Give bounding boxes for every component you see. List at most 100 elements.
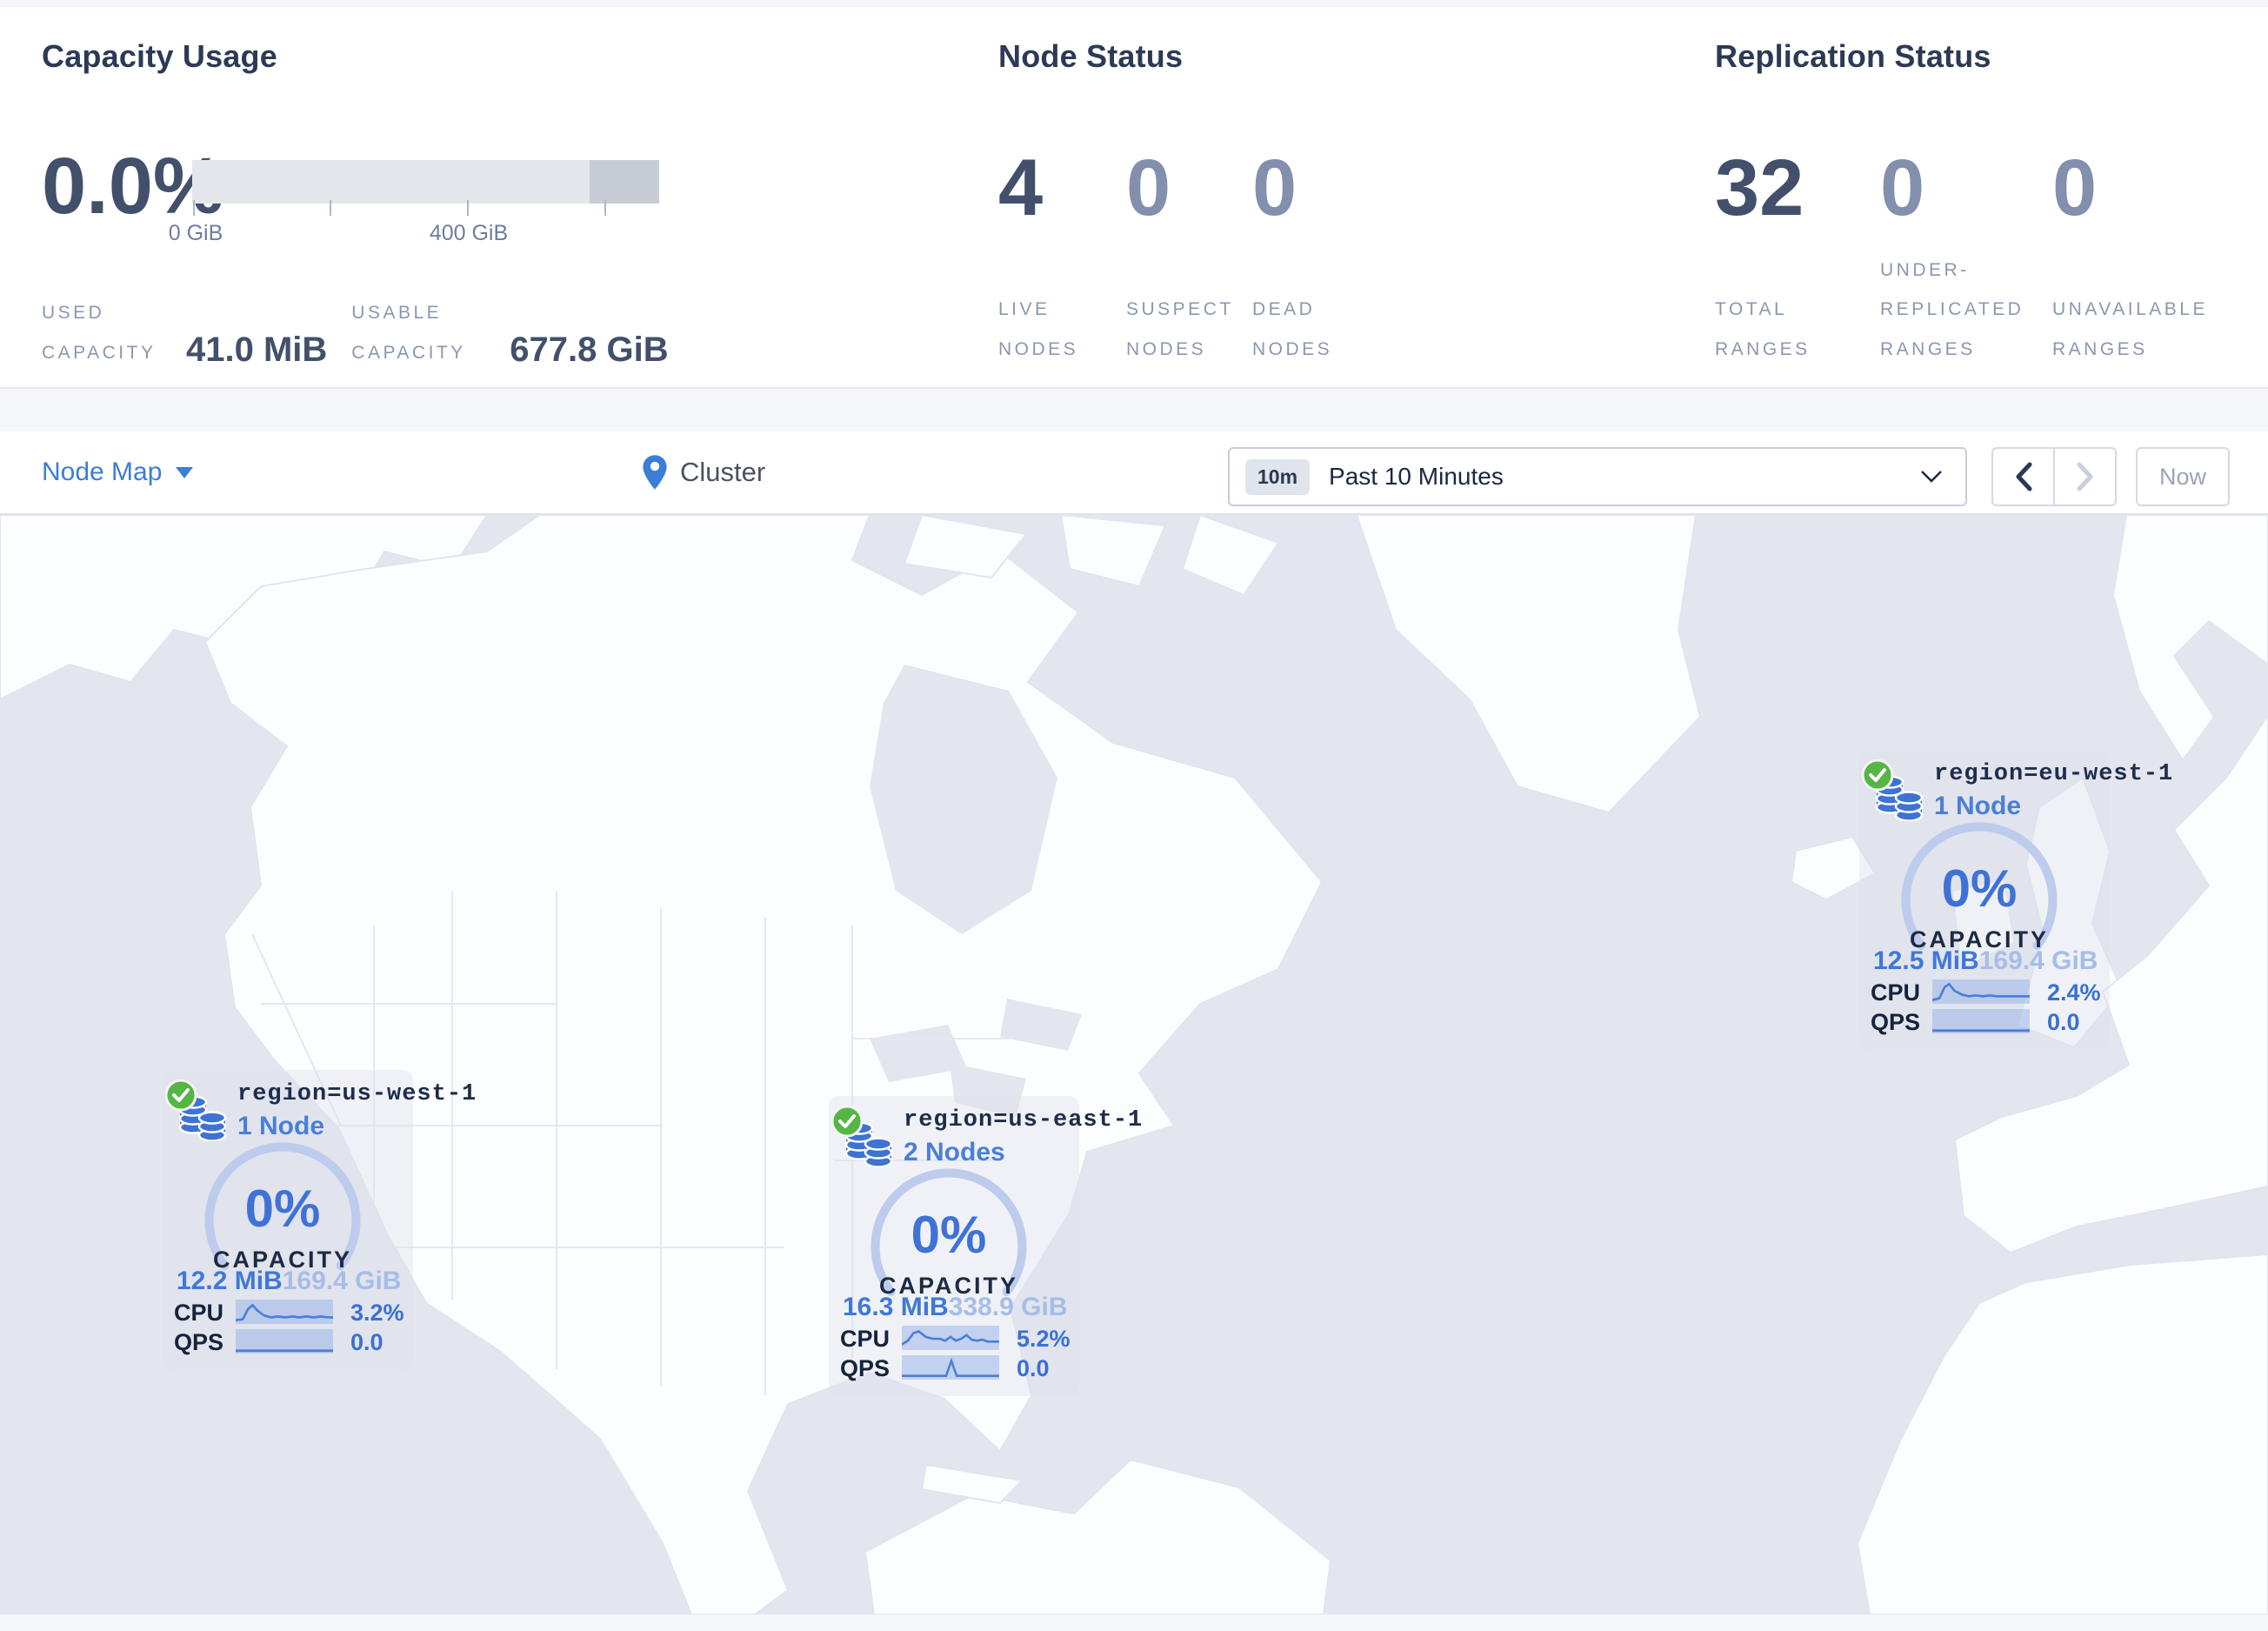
replication-status-title: Replication Status <box>1715 38 1991 74</box>
qps-label: QPS <box>1870 1009 1920 1035</box>
capacity-values-row: 12.2 MiB 169.4 GiB <box>177 1267 401 1296</box>
cpu-value: 2.4% <box>2047 979 2101 1006</box>
under-replicated-ranges-label: UNDER-REPLICATED RANGES <box>1880 259 2025 360</box>
qps-value: 0.0 <box>2047 1009 2080 1035</box>
healthy-check-icon <box>1861 759 1894 792</box>
time-range-badge: 10m <box>1245 458 1311 495</box>
used-capacity-label: USED CAPACITY <box>42 303 157 364</box>
gauge-caption: CAPACITY <box>1909 926 2049 953</box>
region-usable-capacity: 169.4 GiB <box>282 1267 402 1295</box>
time-next-button[interactable] <box>2055 449 2115 505</box>
axis-tick <box>330 200 331 216</box>
region-node-count: 1 Node <box>1934 792 2022 820</box>
used-capacity-value: 41.0 MiB <box>186 331 328 369</box>
region-name: region=eu-west-1 <box>1934 761 2174 787</box>
dead-nodes-label: DEAD NODES <box>1252 299 1333 360</box>
chevron-left-icon <box>2016 462 2031 491</box>
gauge-percent: 0% <box>1941 859 2018 918</box>
region-name: region=us-west-1 <box>237 1081 477 1107</box>
capacity-usage-bar <box>192 160 659 204</box>
dead-nodes-value: 0 <box>1252 144 1297 232</box>
capacity-detail-row: USED CAPACITY 41.0 MiB USABLE CAPACITY 6… <box>42 293 693 373</box>
gauge-arc <box>204 1142 361 1271</box>
gauge-percent: 0% <box>244 1180 321 1238</box>
suspect-nodes-label: SUSPECT NODES <box>1126 299 1234 360</box>
capacity-gauge: 0% CAPACITY <box>864 1168 1034 1325</box>
cpu-value: 5.2% <box>1017 1326 1071 1352</box>
cpu-sparkline <box>236 1300 333 1324</box>
cpu-value: 3.2% <box>350 1300 404 1326</box>
cpu-label: CPU <box>1870 979 1920 1006</box>
region-marker-us-east-1[interactable]: region=us-east-1 2 Nodes 0% CAPACITY 16.… <box>810 1094 1142 1396</box>
database-stack-icon <box>1875 775 1924 821</box>
time-range-select[interactable]: 10m Past 10 Minutes <box>1228 447 1967 506</box>
unavailable-ranges-value: 0 <box>2052 144 2098 232</box>
usable-capacity-value: 677.8 GiB <box>510 331 669 369</box>
live-nodes-value: 4 <box>998 144 1044 232</box>
region-usable-capacity: 338.9 GiB <box>948 1293 1068 1321</box>
healthy-check-icon <box>164 1079 197 1112</box>
qps-label: QPS <box>839 1355 890 1381</box>
under-replicated-ranges-value: 0 <box>1880 144 1925 232</box>
qps-sparkline <box>902 1355 999 1380</box>
qps-label: QPS <box>173 1329 223 1355</box>
region-node-count: 1 Node <box>237 1112 325 1140</box>
region-marker-eu-west-1[interactable]: region=eu-west-1 1 Node 0% CAPACITY 12.5… <box>1840 748 2172 1050</box>
page-footer-strip <box>0 1614 2268 1631</box>
axis-tick-label: 400 GiB <box>429 221 509 245</box>
map-toolbar: Node Map Cluster 10m Past 10 Minutes <box>0 431 2268 515</box>
gauge-percent: 0% <box>911 1206 987 1264</box>
capacity-gauge: 0% CAPACITY <box>1894 822 2065 979</box>
total-ranges-value: 32 <box>1715 144 1804 232</box>
region-node-count: 2 Nodes <box>904 1138 1005 1166</box>
axis-tick-label: 0 GiB <box>168 221 223 245</box>
qps-row: QPS 0.0 <box>143 1329 422 1355</box>
view-selector-label: Node Map <box>42 458 163 486</box>
qps-value: 0.0 <box>350 1329 384 1355</box>
breadcrumb[interactable]: Cluster <box>642 431 765 513</box>
capacity-usage-title: Capacity Usage <box>42 38 277 74</box>
time-prev-button[interactable] <box>1993 449 2055 505</box>
cluster-summary-bar: Capacity Usage 0.0% 0 GiB 400 GiB USED C… <box>0 7 2268 389</box>
gauge-arc <box>871 1168 1027 1297</box>
qps-sparkline <box>236 1329 333 1354</box>
qps-sparkline <box>1932 1009 2030 1033</box>
cpu-row: CPU 3.2% <box>143 1300 422 1326</box>
cpu-sparkline <box>1932 979 2030 1004</box>
gauge-arc <box>1901 822 2058 951</box>
live-nodes-label: LIVE NODES <box>998 299 1079 360</box>
axis-tick <box>467 200 469 216</box>
now-button[interactable]: Now <box>2136 447 2230 506</box>
total-ranges-label: TOTAL RANGES <box>1715 299 1811 360</box>
qps-row: QPS 0.0 <box>1840 1009 2118 1035</box>
region-name: region=us-east-1 <box>904 1107 1144 1133</box>
region-marker-us-west-1[interactable]: region=us-west-1 1 Node 0% CAPACITY 12.2… <box>143 1068 476 1370</box>
time-range-label: Past 10 Minutes <box>1329 463 1504 490</box>
location-pin-icon <box>643 455 667 490</box>
suspect-nodes-value: 0 <box>1126 144 1171 232</box>
region-usable-capacity: 169.4 GiB <box>1978 946 2098 975</box>
gauge-caption: CAPACITY <box>212 1247 352 1273</box>
breadcrumb-label: Cluster <box>680 457 766 487</box>
cpu-label: CPU <box>839 1326 890 1352</box>
qps-row: QPS 0.0 <box>810 1355 1088 1381</box>
unavailable-ranges-label: UNAVAILABLE RANGES <box>2052 299 2208 360</box>
healthy-check-icon <box>830 1105 864 1138</box>
usable-capacity-label: USABLE CAPACITY <box>351 303 466 364</box>
gauge-caption: CAPACITY <box>878 1273 1018 1299</box>
cpu-row: CPU 2.4% <box>1840 979 2118 1006</box>
region-used-capacity: 12.2 MiB <box>177 1267 283 1295</box>
cpu-label: CPU <box>173 1300 223 1326</box>
chevron-down-icon <box>176 466 194 478</box>
axis-tick <box>193 200 195 216</box>
capacity-other-segment <box>590 160 659 204</box>
axis-tick <box>604 200 606 216</box>
time-pager <box>1991 447 2117 506</box>
view-selector-dropdown[interactable]: Node Map <box>42 431 194 513</box>
qps-value: 0.0 <box>1017 1355 1050 1381</box>
node-status-title: Node Status <box>998 38 1184 74</box>
chevron-down-icon <box>1921 471 1942 483</box>
cpu-sparkline <box>902 1326 999 1350</box>
node-map-canvas <box>0 515 2268 1614</box>
